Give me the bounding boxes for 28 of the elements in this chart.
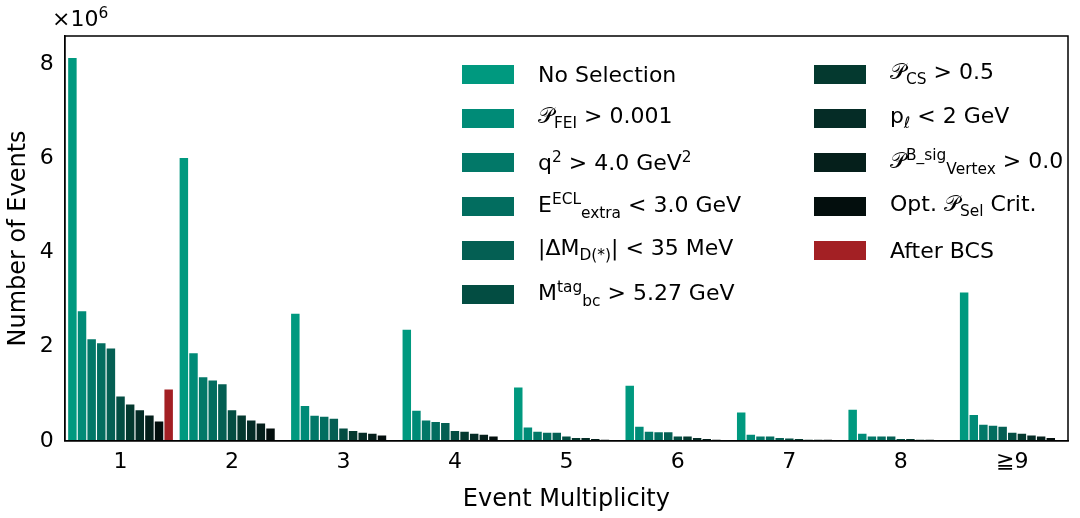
x-tick-label: 3 [336, 447, 351, 473]
legend-label: Opt. 𝒫$_{Sel}$ Crit. [890, 191, 1037, 221]
x-tick-label: 6 [670, 447, 685, 473]
legend-label: |ΔM$_{D(*)}$| < 35 MeV [538, 235, 734, 265]
y-tick-label: 4 [39, 238, 54, 264]
y-tick-label: 8 [39, 49, 54, 75]
y-tick-label: 6 [39, 144, 54, 170]
y-tick-label: 0 [39, 426, 54, 452]
text: ×10$^{6}$ [52, 4, 109, 32]
x-tick-label: 7 [782, 447, 797, 473]
legend-label: 𝒫$^{B_sig}$$_{Vertex}$ > 0.0 [890, 146, 1064, 178]
x-tick-label: 5 [559, 447, 574, 473]
legend-label: E$^{ECL}$$_{extra}$ < 3.0 GeV [538, 190, 742, 222]
x-tick-label: ≧9 [996, 447, 1029, 473]
legend-label: 𝒫$_{CS}$ > 0.5 [890, 59, 994, 89]
legend-label: M$^{tag}$$_{bc}$ > 5.27 GeV [538, 278, 735, 310]
x-tick-label: 2 [225, 447, 239, 473]
x-axis-title: Event Multiplicity [462, 483, 670, 512]
legend-label: q$^{2}$ > 4.0 GeV$^{2}$ [538, 148, 692, 176]
x-tick-label: 1 [113, 447, 128, 473]
y-tick-label: 2 [39, 332, 54, 358]
legend-label: 𝒫$_{FEI}$ > 0.001 [538, 103, 673, 133]
legend-label: After BCS [890, 237, 994, 263]
legend-label: p$_{ℓ}$ < 2 GeV [890, 103, 1010, 133]
legend-label: No Selection [538, 61, 677, 87]
y-axis-title: Number of Events [2, 130, 31, 347]
x-tick-label: 4 [447, 447, 462, 473]
x-tick-label: 8 [893, 447, 908, 473]
